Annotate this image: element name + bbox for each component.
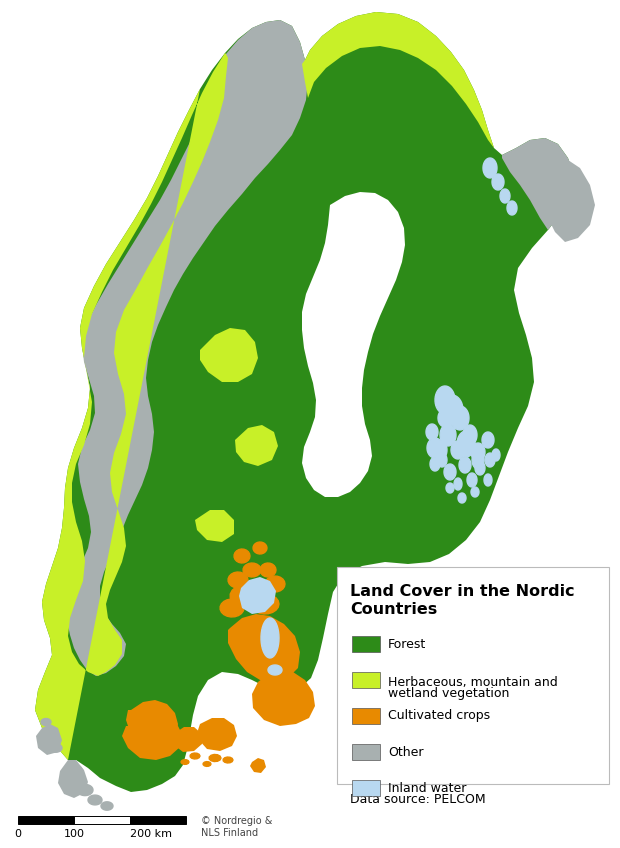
Polygon shape bbox=[451, 406, 469, 430]
Polygon shape bbox=[440, 424, 456, 446]
Polygon shape bbox=[482, 432, 494, 448]
Polygon shape bbox=[437, 453, 447, 467]
Polygon shape bbox=[485, 453, 495, 467]
Polygon shape bbox=[243, 563, 261, 577]
Polygon shape bbox=[77, 784, 93, 795]
Text: 0: 0 bbox=[14, 829, 22, 839]
Polygon shape bbox=[198, 718, 237, 751]
Polygon shape bbox=[433, 440, 447, 460]
Polygon shape bbox=[253, 542, 267, 554]
Polygon shape bbox=[467, 473, 477, 487]
Polygon shape bbox=[500, 189, 510, 203]
Polygon shape bbox=[88, 795, 102, 805]
Polygon shape bbox=[548, 160, 595, 242]
Polygon shape bbox=[492, 174, 504, 190]
Bar bbox=[352, 744, 380, 760]
Text: Cultivated crops: Cultivated crops bbox=[388, 710, 490, 722]
Bar bbox=[352, 672, 380, 688]
Polygon shape bbox=[426, 424, 438, 440]
Polygon shape bbox=[230, 584, 266, 608]
Bar bbox=[74, 816, 130, 824]
Polygon shape bbox=[66, 20, 308, 676]
Polygon shape bbox=[492, 449, 500, 461]
Bar bbox=[352, 708, 380, 724]
Polygon shape bbox=[234, 549, 250, 563]
Text: 100: 100 bbox=[63, 829, 84, 839]
Polygon shape bbox=[302, 12, 494, 148]
Polygon shape bbox=[454, 478, 462, 490]
Polygon shape bbox=[507, 201, 517, 215]
FancyBboxPatch shape bbox=[337, 567, 609, 784]
Polygon shape bbox=[457, 431, 475, 457]
Bar bbox=[352, 780, 380, 796]
Polygon shape bbox=[260, 563, 276, 577]
Polygon shape bbox=[265, 576, 285, 592]
Polygon shape bbox=[502, 138, 574, 230]
Polygon shape bbox=[483, 158, 497, 178]
Polygon shape bbox=[101, 802, 113, 810]
Polygon shape bbox=[444, 464, 456, 480]
Polygon shape bbox=[475, 461, 485, 475]
Bar bbox=[18, 816, 74, 824]
Bar bbox=[352, 636, 380, 652]
Polygon shape bbox=[126, 700, 178, 743]
Polygon shape bbox=[35, 53, 228, 760]
Polygon shape bbox=[200, 328, 258, 382]
Polygon shape bbox=[220, 599, 244, 617]
Polygon shape bbox=[250, 758, 266, 773]
Polygon shape bbox=[451, 441, 465, 459]
Polygon shape bbox=[41, 718, 51, 726]
Polygon shape bbox=[435, 386, 455, 414]
Polygon shape bbox=[446, 483, 454, 493]
Polygon shape bbox=[427, 438, 443, 458]
Polygon shape bbox=[35, 12, 574, 792]
Polygon shape bbox=[239, 577, 276, 614]
Polygon shape bbox=[459, 457, 471, 473]
Polygon shape bbox=[58, 760, 88, 798]
Polygon shape bbox=[261, 618, 279, 658]
Polygon shape bbox=[441, 395, 463, 425]
Polygon shape bbox=[68, 765, 82, 775]
Polygon shape bbox=[472, 451, 484, 469]
Text: Herbaceous, mountain and: Herbaceous, mountain and bbox=[388, 676, 558, 689]
Polygon shape bbox=[173, 727, 202, 752]
Polygon shape bbox=[268, 665, 282, 675]
Polygon shape bbox=[228, 572, 248, 588]
Polygon shape bbox=[463, 425, 477, 445]
Polygon shape bbox=[228, 614, 300, 682]
Polygon shape bbox=[438, 409, 452, 427]
Bar bbox=[130, 816, 186, 824]
Text: 200 km: 200 km bbox=[130, 829, 172, 839]
Polygon shape bbox=[302, 192, 405, 497]
Polygon shape bbox=[484, 474, 492, 486]
Polygon shape bbox=[203, 762, 211, 767]
Text: Forest: Forest bbox=[388, 638, 427, 650]
Text: Data source: PELCOM: Data source: PELCOM bbox=[350, 793, 485, 806]
Polygon shape bbox=[122, 712, 182, 760]
Text: Inland water: Inland water bbox=[388, 782, 466, 795]
Polygon shape bbox=[471, 487, 479, 497]
Polygon shape bbox=[50, 744, 62, 752]
Text: Countries: Countries bbox=[350, 602, 437, 617]
Polygon shape bbox=[458, 493, 466, 503]
Polygon shape bbox=[195, 510, 234, 542]
Text: Other: Other bbox=[388, 745, 423, 758]
Polygon shape bbox=[223, 757, 233, 763]
Polygon shape bbox=[251, 594, 279, 614]
Text: wetland vegetation: wetland vegetation bbox=[388, 687, 510, 700]
Polygon shape bbox=[252, 670, 315, 726]
Text: © Nordregio &
NLS Finland: © Nordregio & NLS Finland bbox=[201, 816, 272, 838]
Text: Land Cover in the Nordic: Land Cover in the Nordic bbox=[350, 584, 575, 599]
Polygon shape bbox=[235, 425, 278, 466]
Polygon shape bbox=[471, 443, 485, 461]
Polygon shape bbox=[181, 760, 189, 764]
Polygon shape bbox=[209, 755, 221, 762]
Polygon shape bbox=[36, 724, 62, 755]
Polygon shape bbox=[190, 753, 200, 759]
Polygon shape bbox=[430, 457, 440, 471]
